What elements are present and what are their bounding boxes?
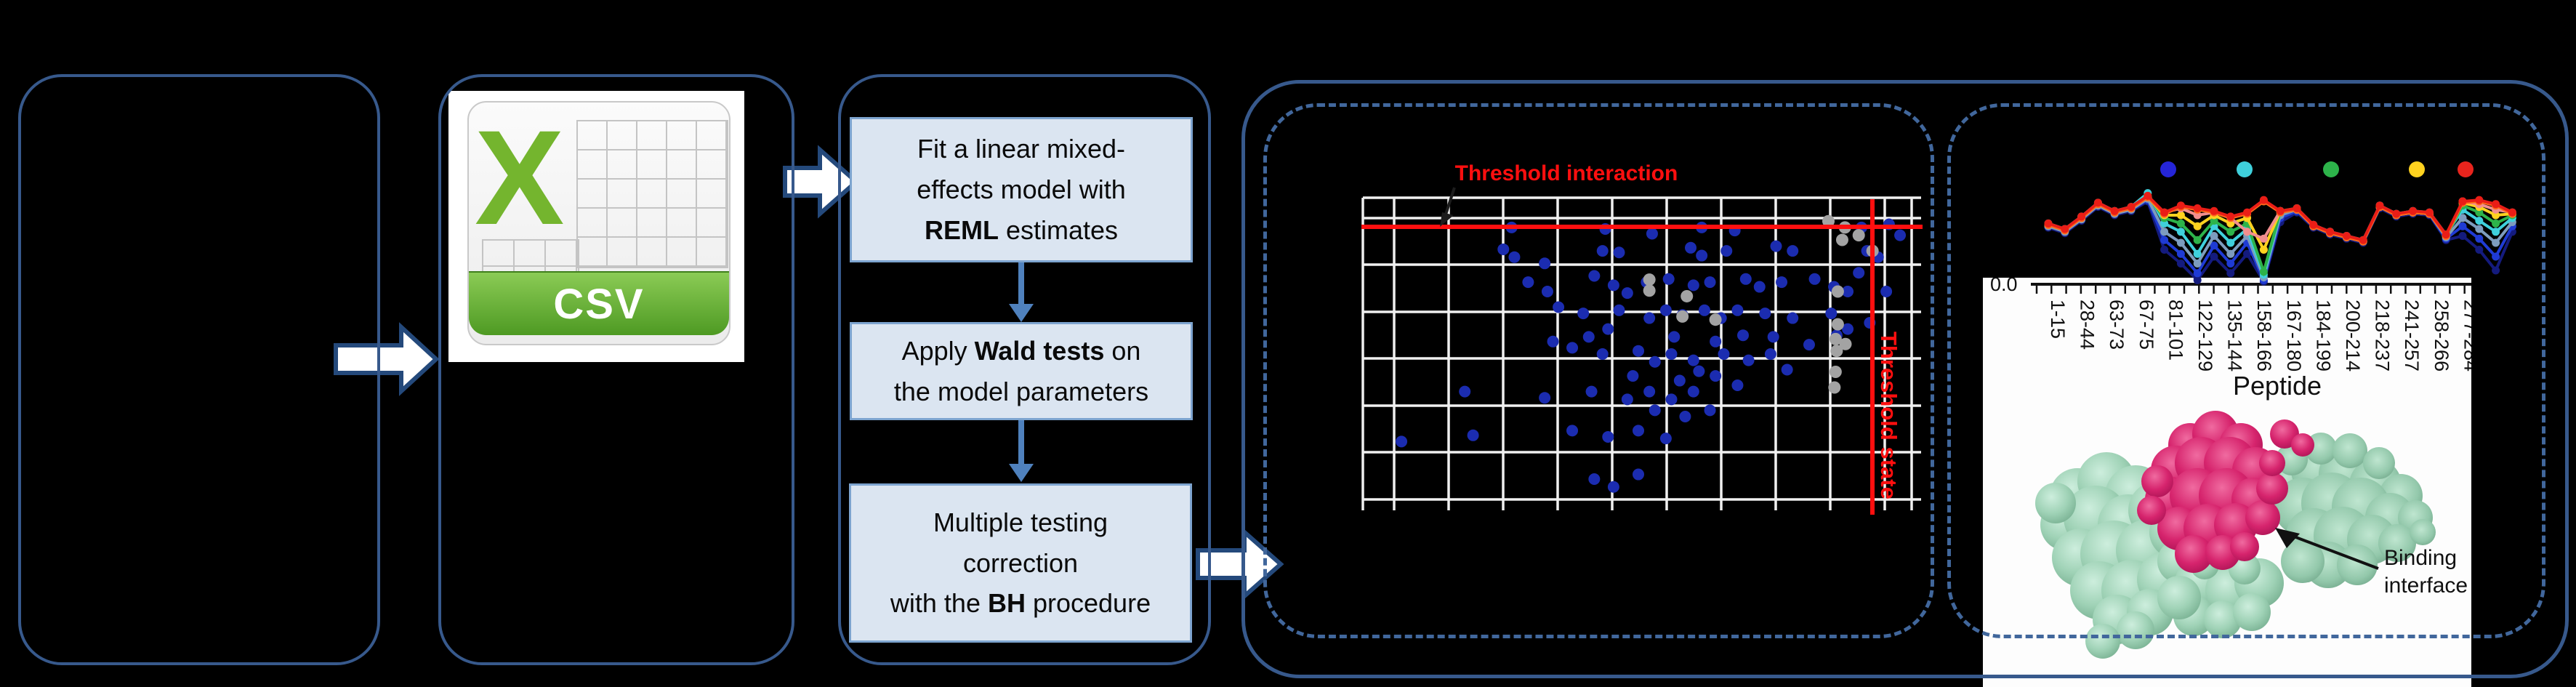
timepoint-2-legend-dot: [2237, 161, 2253, 177]
workflow-step-bh-correction: Multiple testing correction with the BH pr…: [849, 483, 1192, 643]
spreadsheet-grid-right: [576, 120, 728, 268]
csv-file-card: X CSV: [467, 101, 730, 345]
peptide-label: 135-144: [2224, 300, 2246, 371]
scatter-data-points: [1396, 214, 1907, 493]
peptide-label: 122-129: [2194, 300, 2216, 371]
timepoint-3-legend-dot: [2323, 161, 2339, 177]
peptide-label: 200-214: [2342, 300, 2364, 371]
workflow-step-line: REML estimates: [924, 214, 1119, 245]
csv-banner: CSV: [469, 271, 729, 335]
csv-file-image: X CSV: [448, 91, 744, 362]
flow-arrow-step2-step3-icon: [1009, 417, 1034, 482]
workflow-step-line: Apply Wald tests on: [901, 335, 1141, 366]
workflow-step-line: Multiple testing: [933, 507, 1108, 537]
protein-structure-image: [2035, 411, 2436, 659]
workflow-step-fit-lmm: Fit a linear mixed-effects model with REM…: [850, 117, 1193, 262]
workflow-step-line: effects model with: [917, 174, 1126, 205]
timepoint-5-legend-dot: [2458, 161, 2474, 177]
peptide-line-chart: [2044, 189, 2516, 286]
y-axis-zero-tick: 0.0: [1990, 278, 2018, 295]
workflow-step-wald-tests: Apply Wald tests on the model parameters: [850, 322, 1193, 420]
peptide-label: 158-166: [2253, 300, 2275, 371]
scatter-title: Threshold interaction: [1454, 161, 1678, 185]
peptide-axis-title: Peptide: [2232, 371, 2322, 401]
workflow-step-line: Fit a linear mixed-: [917, 134, 1126, 164]
peptide-label: 258-266: [2431, 300, 2452, 371]
workflow-step-line: the model parameters: [893, 376, 1149, 406]
peptide-label: 81-101: [2165, 300, 2186, 361]
peptide-label: 184-199: [2312, 300, 2334, 371]
arrow-workflow-to-output-icon: [1196, 527, 1284, 601]
peptide-label: 241-257: [2401, 300, 2423, 371]
peptide-label: 67-75: [2136, 300, 2157, 350]
peptide-protein-image: 0.0 1-15 28-44 63-73 67-75 81-101 122-129 135-…: [1983, 278, 2471, 687]
binding-interface-arrow: [2275, 528, 2379, 570]
flow-arrow-step1-step2-icon: [1009, 260, 1034, 322]
peptide-axis-labels: 1-15 28-44 63-73 67-75 81-101 122-129 135-144 1…: [2047, 300, 2471, 371]
peptide-label: 277-284: [2460, 300, 2471, 371]
peptide-axis-protein-svg: 0.0 1-15 28-44 63-73 67-75 81-101 122-129 135-…: [1990, 278, 2471, 659]
workflow-step-line: with the BH procedure: [890, 588, 1151, 619]
title-pointer-arrow-icon: [1440, 187, 1456, 227]
arrow-csv-to-workflow-icon: [783, 145, 860, 219]
peptide-label: 63-73: [2106, 300, 2128, 350]
peptide-label: 28-44: [2077, 300, 2098, 350]
peptide-label: 1-15: [2047, 300, 2069, 339]
peptide-label: 218-237: [2372, 300, 2394, 371]
peptide-axis-ticks: [2035, 286, 2466, 294]
excel-x-glyph: X: [475, 103, 565, 253]
timepoint-1-legend-dot: [2160, 161, 2176, 177]
csv-banner-label: CSV: [553, 280, 645, 328]
arrow-input-to-csv-icon: [334, 322, 440, 396]
scatter-threshold-lines: [1361, 199, 1923, 515]
timepoint-4-legend-dot: [2409, 161, 2425, 177]
workflow-step-line: correction: [962, 547, 1079, 578]
scatter-right-axis-label: Threshold state: [1876, 332, 1901, 499]
binding-interface-label-line2: interface: [2384, 574, 2468, 598]
timepoint-legend-dots: [2160, 161, 2474, 177]
binding-interface-label-line1: Binding: [2384, 546, 2457, 570]
peptide-label: 167-180: [2283, 300, 2305, 371]
